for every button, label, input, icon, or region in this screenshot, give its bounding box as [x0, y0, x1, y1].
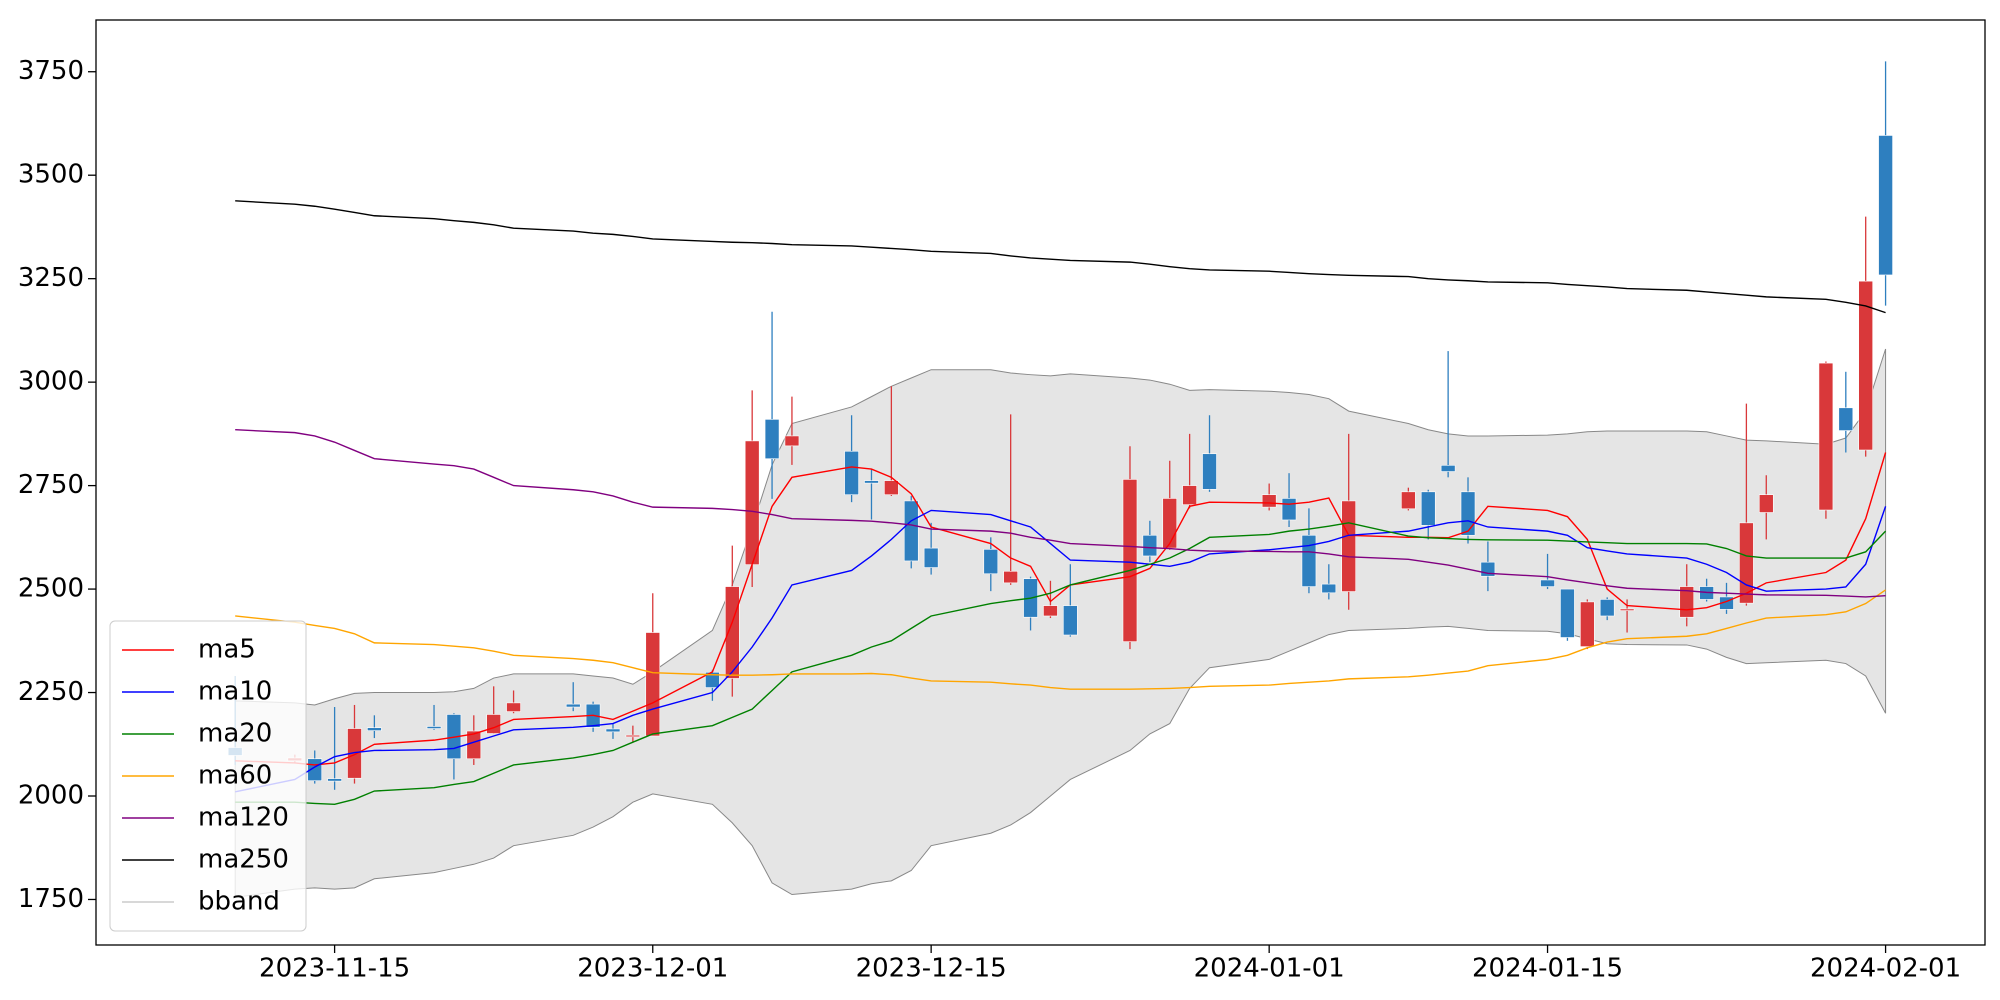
y-tick-label: 2500 — [18, 574, 84, 604]
y-tick-label: 1750 — [18, 884, 84, 914]
candle-body — [1818, 362, 1834, 511]
candle-body — [724, 586, 740, 679]
candle-body — [1580, 601, 1595, 647]
x-tick-label: 2024-01-01 — [1194, 954, 1345, 984]
y-tick-label: 2250 — [18, 677, 84, 707]
candle-body — [1599, 599, 1615, 617]
candle-body — [1142, 534, 1158, 557]
candle-body — [1440, 465, 1456, 472]
y-tick-label: 3000 — [18, 367, 84, 397]
legend-label: bband — [198, 887, 280, 917]
legend-label: ma250 — [198, 845, 289, 875]
ma-line — [235, 506, 1887, 793]
candle-body — [1281, 498, 1297, 521]
y-tick-label: 3750 — [18, 56, 84, 86]
candle-body — [1202, 453, 1217, 490]
candle-body — [327, 778, 342, 782]
candle-body — [864, 480, 879, 484]
legend-label: ma5 — [198, 635, 256, 665]
candle-body — [903, 500, 919, 562]
candle-body — [645, 632, 661, 737]
candle-body — [565, 703, 581, 708]
candle-body — [1878, 135, 1893, 276]
candle-body — [1162, 498, 1178, 549]
candle-body — [744, 440, 760, 565]
candle-body — [1321, 583, 1337, 594]
candle-body — [1401, 491, 1416, 510]
candle-body — [1619, 608, 1635, 611]
ma-line — [235, 429, 1886, 598]
candle-body — [1420, 491, 1436, 526]
candle-body — [1043, 605, 1058, 617]
candle-body — [506, 702, 521, 712]
candle-body — [1758, 494, 1774, 513]
candle-body — [367, 727, 382, 731]
legend-box — [109, 620, 307, 932]
candle-body — [844, 450, 859, 496]
x-tick-label: 2023-12-15 — [856, 954, 1007, 984]
candle-body — [486, 714, 501, 734]
candle-body — [1182, 485, 1197, 505]
candle-body — [1540, 579, 1555, 587]
candle-body — [1003, 570, 1018, 584]
candle-body — [1560, 588, 1575, 638]
candle-body — [1301, 534, 1317, 587]
y-tick-label: 2750 — [18, 470, 84, 500]
candle-body — [1063, 605, 1078, 636]
candle-body — [625, 734, 641, 738]
legend-label: ma120 — [198, 803, 289, 833]
candle-body — [1122, 479, 1138, 642]
ma-line — [235, 589, 1886, 690]
y-tick-label: 3500 — [18, 160, 84, 190]
x-tick-label: 2024-02-01 — [1810, 954, 1961, 984]
candle-body — [1460, 491, 1476, 536]
ma-line — [235, 452, 1887, 766]
candle-body — [983, 549, 999, 575]
candle-body — [764, 419, 780, 460]
legend-label: ma10 — [198, 677, 272, 707]
plot-frame — [95, 19, 1986, 946]
candle-body — [426, 726, 442, 729]
x-tick-label: 2023-12-01 — [577, 954, 728, 984]
ma-line — [235, 522, 1887, 805]
x-tick-label: 2024-01-15 — [1472, 954, 1623, 984]
candle-body — [605, 728, 621, 733]
candle-body — [1341, 500, 1357, 592]
legend-label: ma60 — [198, 761, 272, 791]
candle-body — [1261, 494, 1277, 508]
candle-body — [784, 435, 800, 447]
y-tick-label: 3250 — [18, 263, 84, 293]
x-tick-label: 2023-11-15 — [259, 954, 410, 984]
candle-body — [923, 547, 939, 568]
ma-line — [235, 200, 1886, 314]
candle-body — [1858, 280, 1873, 451]
legend: ma5 ma10 ma20 ma60 ma120 ma250 bband — [109, 620, 307, 932]
y-tick-label: 2000 — [18, 781, 84, 811]
candle-body — [1838, 407, 1854, 431]
legend-label: ma20 — [198, 719, 272, 749]
candle-body — [884, 480, 899, 496]
